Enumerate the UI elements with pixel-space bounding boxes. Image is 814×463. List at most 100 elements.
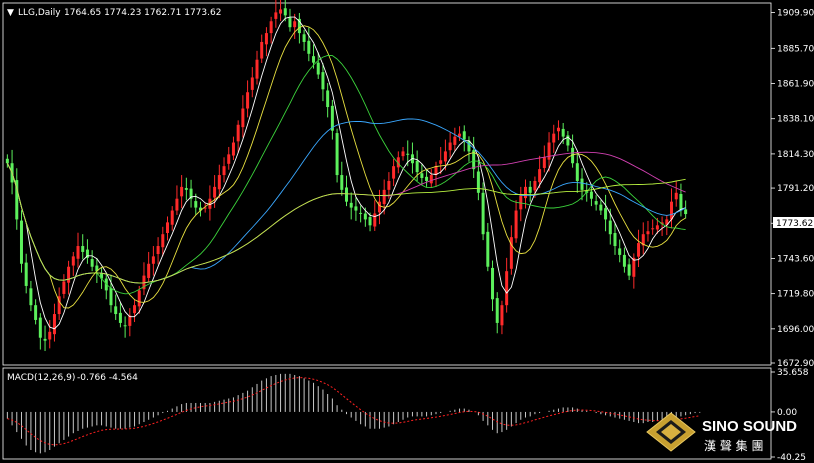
candle-body	[363, 213, 367, 220]
candle-body	[345, 187, 348, 202]
candle-body	[170, 210, 174, 225]
candle-body	[123, 325, 127, 327]
candle-body	[90, 259, 94, 267]
macd-signal-line	[7, 377, 700, 446]
candle-body	[373, 213, 377, 227]
candle-body	[632, 257, 636, 277]
candle-body	[312, 56, 316, 63]
chart-menu-triangle-icon[interactable]: ▼	[7, 8, 14, 18]
candle-body	[67, 266, 71, 283]
macd-tick-label: 35.658	[777, 368, 809, 378]
candle-body	[100, 273, 104, 279]
candle-body	[279, 9, 283, 14]
candle-body	[575, 163, 579, 181]
candle-body	[175, 198, 179, 211]
candle-body	[48, 331, 52, 340]
candle-body	[52, 314, 56, 335]
candle-body	[505, 271, 509, 306]
candle-body	[556, 127, 560, 132]
candle-body	[448, 142, 452, 151]
candle-body	[674, 192, 678, 200]
ma-10-line	[6, 25, 686, 309]
price-tick-label: 1743.60	[777, 254, 814, 264]
macd-indicator-label: MACD(12,26,9)	[7, 373, 75, 383]
candle-body	[542, 157, 546, 168]
macd-axis: 35.658 0.00 -40.25	[771, 368, 809, 463]
candle-body	[246, 92, 250, 109]
candle-body	[670, 201, 674, 220]
candle-body	[415, 160, 419, 173]
candle-body	[618, 248, 622, 255]
candle-body	[500, 305, 504, 326]
price-tick-label: 1838.10	[777, 115, 814, 125]
candle-body	[250, 77, 254, 90]
price-tick-label: 1885.70	[777, 44, 814, 54]
candle-body	[227, 154, 231, 164]
price-tick-label: 1791.20	[777, 184, 814, 194]
candle-body	[203, 207, 207, 209]
candle-body	[269, 21, 273, 34]
candle-body	[349, 202, 353, 208]
candle-body	[552, 133, 556, 143]
candle-body	[641, 234, 645, 246]
candle-body	[599, 204, 603, 211]
candle-body	[481, 192, 485, 235]
candle-body	[622, 254, 626, 267]
candle-body	[566, 135, 570, 146]
macd-layer	[6, 373, 701, 454]
candle-body	[231, 142, 235, 156]
candle-body	[283, 8, 287, 16]
candle-body	[538, 169, 542, 183]
candle-body	[260, 41, 264, 59]
candle-body	[128, 315, 132, 326]
moving-averages-layer	[6, 16, 686, 330]
candle-body	[43, 338, 47, 341]
candle-body	[19, 220, 23, 264]
candle-body	[208, 198, 212, 209]
candle-body	[401, 151, 405, 157]
candle-body	[491, 267, 495, 300]
price-tick-label: 1696.00	[777, 325, 814, 335]
candle-body	[34, 305, 38, 320]
candle-body	[137, 290, 141, 307]
candle-body	[462, 131, 466, 140]
macd-indicator-values: -0.766 -4.564	[77, 373, 138, 383]
sino-sound-logo: SINO SOUND 漢 聲 集 團	[646, 412, 797, 453]
candle-body	[458, 133, 462, 137]
candle-body	[118, 312, 122, 323]
candle-body	[472, 150, 476, 170]
candle-body	[255, 59, 259, 79]
candle-body	[561, 128, 565, 137]
candle-body	[213, 186, 217, 198]
candle-body	[679, 193, 683, 211]
candle-body	[392, 166, 396, 179]
price-tick-label: 1861.90	[777, 80, 814, 90]
candle-body	[85, 249, 89, 258]
candle-body	[528, 186, 532, 193]
candle-body	[453, 136, 457, 145]
candle-body	[76, 246, 80, 259]
candle-body	[147, 263, 151, 278]
candle-body	[161, 234, 165, 248]
candle-body	[340, 175, 344, 190]
candle-body	[613, 233, 617, 247]
candle-body	[288, 17, 292, 28]
candle-body	[523, 186, 527, 199]
candle-body	[57, 296, 61, 315]
candle-body	[321, 72, 325, 90]
candle-body	[443, 151, 447, 162]
logo-name: SINO SOUND	[702, 418, 797, 435]
candle-body	[589, 191, 593, 199]
candle-body	[519, 195, 523, 210]
candle-body	[655, 225, 659, 230]
candle-body	[425, 176, 429, 181]
candle-body	[81, 246, 85, 252]
candle-body	[293, 21, 297, 28]
candle-body	[420, 173, 424, 179]
candle-body	[495, 298, 499, 323]
candle-body	[109, 288, 113, 306]
candle-body	[189, 188, 193, 199]
candle-body	[637, 243, 641, 257]
candle-body	[297, 18, 301, 34]
